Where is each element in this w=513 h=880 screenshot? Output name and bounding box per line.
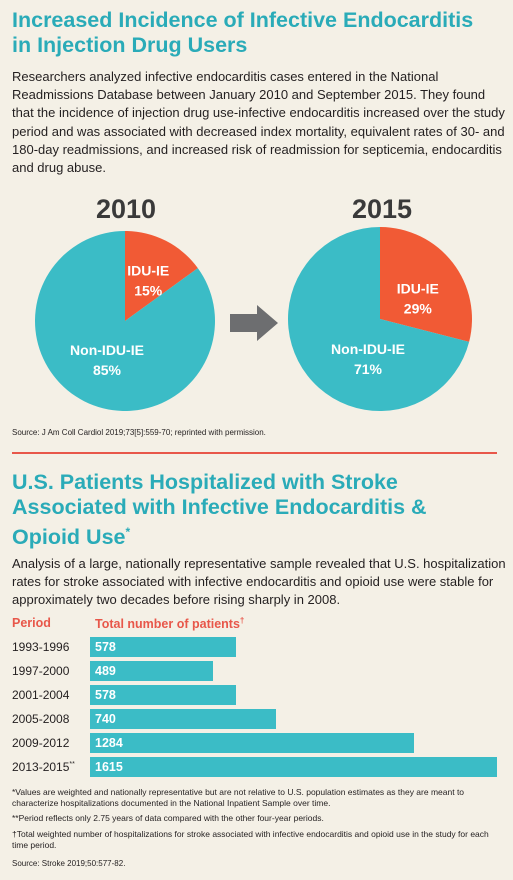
footnote-period: **Period reflects only 2.75 years of dat… <box>12 813 324 823</box>
bar <box>90 637 236 657</box>
section1-source: Source: J Am Coll Cardiol 2019;73[5]:559… <box>12 428 266 437</box>
pie-slice-non-idu-ie <box>35 231 215 411</box>
pie-label-non-idu-ie: Non-IDU-IE <box>70 342 144 358</box>
section2-title-line3: Opioid Use* <box>12 520 507 550</box>
bar-row: 1997-2000 489 <box>0 661 513 681</box>
column-header-total: Total number of patients† <box>95 616 244 631</box>
bar-category-label: 2009-2012 <box>12 736 70 750</box>
bar-row: 2009-2012 1284 <box>0 733 513 753</box>
column-header-total-text: Total number of patients <box>95 617 240 632</box>
pie-value-non-idu-ie: 71% <box>354 361 383 377</box>
pie-chart-2010: IDU-IE 15% Non-IDU-IE 85% <box>35 231 215 411</box>
section1-paragraph: Researchers analyzed infective endocardi… <box>12 69 505 176</box>
bar-row: 2001-2004 578 <box>0 685 513 705</box>
section1-title: Increased Incidence of Infective Endocar… <box>12 8 507 58</box>
pie-slice-idu-ie <box>380 227 472 342</box>
bar-value-label: 740 <box>95 712 116 726</box>
right-arrow-icon <box>230 305 278 341</box>
bar-category-label: 1993-1996 <box>12 640 70 654</box>
column-header-total-mark: † <box>239 616 245 625</box>
pie-value-non-idu-ie: 85% <box>93 362 122 378</box>
bar <box>90 661 214 681</box>
pie-2010-title: 2010 <box>95 194 157 224</box>
bar-row: 1993-1996 578 <box>0 637 513 657</box>
bar-category-mark: ** <box>69 761 75 768</box>
section2-title: U.S. Patients Hospitalized with Stroke A… <box>12 470 507 550</box>
footnote-total: †Total weighted number of hospitalizatio… <box>12 829 489 850</box>
bar-category-label: 1997-2000 <box>12 664 70 678</box>
bar-value-label: 578 <box>95 640 116 654</box>
bar-category-label: 2013-2015** <box>12 760 75 774</box>
section1-title-line2: in Injection Drug Users <box>12 33 248 57</box>
section-divider <box>12 452 497 454</box>
bar-value-label: 1615 <box>95 760 123 774</box>
bar <box>90 733 414 753</box>
pie-label-idu-ie: IDU-IE <box>127 262 169 278</box>
bar-value-label: 489 <box>95 664 116 678</box>
bar-row: 2005-2008 740 <box>0 709 513 729</box>
pie-slice-idu-ie <box>125 231 198 321</box>
pie-label-non-idu-ie: Non-IDU-IE <box>331 341 405 357</box>
bar-value-label: 1284 <box>95 736 123 750</box>
bar-category-label: 2005-2008 <box>12 712 70 726</box>
bar-category-label: 2001-2004 <box>12 688 70 702</box>
section2-paragraph: Analysis of a large, nationally represen… <box>12 556 506 608</box>
column-header-period: Period <box>12 616 51 630</box>
bar-row: 2013-2015** 1615 <box>0 757 513 777</box>
section2-title-line3-text: Opioid Use <box>12 525 126 550</box>
pie-2015-title: 2015 <box>351 194 413 224</box>
bar <box>90 757 497 777</box>
section2-title-line2: Associated with Infective Endocarditis & <box>12 495 427 519</box>
pie-value-idu-ie: 15% <box>134 282 163 298</box>
bar <box>90 685 236 705</box>
section1-title-line1: Increased Incidence of Infective Endocar… <box>12 8 474 32</box>
pie-value-idu-ie: 29% <box>404 301 433 317</box>
bar-value-label: 578 <box>95 688 116 702</box>
pie-chart-2015: IDU-IE 29% Non-IDU-IE 71% <box>288 227 472 411</box>
bar <box>90 709 277 729</box>
pie-label-idu-ie: IDU-IE <box>397 281 439 297</box>
pie-slice-non-idu-ie <box>288 227 470 411</box>
section2-title-mark: * <box>125 525 131 539</box>
section2-title-line1: U.S. Patients Hospitalized with Stroke <box>12 470 398 494</box>
section2-source: Source: Stroke 2019;50:577-82. <box>12 859 126 868</box>
footnote-values: *Values are weighted and nationally repr… <box>12 787 465 808</box>
